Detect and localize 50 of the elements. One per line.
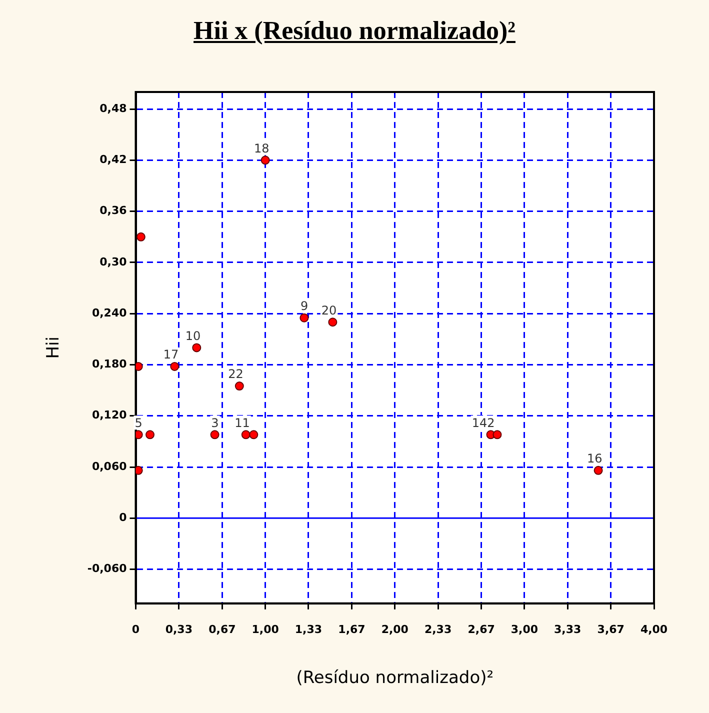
- y-tick-label: 0,42: [100, 153, 127, 166]
- point: [234, 382, 244, 391]
- y-tick-label: 0,120: [92, 408, 128, 422]
- point: [249, 430, 258, 440]
- point: [241, 430, 250, 440]
- annotation: 5: [134, 416, 142, 430]
- annotation: 22: [228, 367, 244, 382]
- x-axis-title: (Resíduo normalizado)²: [296, 668, 494, 688]
- x-tick-label: 2,33: [424, 622, 452, 636]
- y-tick-label: 0,060: [92, 460, 128, 473]
- y-tick-label: -0,060: [87, 562, 128, 576]
- x-tick-label: 1,67: [338, 622, 366, 636]
- x-tick-label: 4,00: [640, 622, 668, 636]
- annotation: 3: [211, 416, 219, 430]
- annotation: 11: [234, 416, 250, 430]
- point: [136, 232, 146, 242]
- point: [492, 430, 502, 440]
- point: [170, 362, 180, 371]
- annotation: 10: [185, 328, 201, 343]
- x-tick-label: 0,67: [208, 622, 236, 636]
- y-tick-label: 0,240: [92, 306, 128, 320]
- x-tick-label: 3,33: [554, 622, 582, 636]
- y-axis-title: Hii: [44, 336, 64, 359]
- x-tick-label: 0: [132, 622, 140, 636]
- annotation: 18: [254, 141, 270, 156]
- x-tick-label: 1,00: [252, 622, 280, 636]
- point: [146, 430, 155, 440]
- x-tick-label: 2,67: [468, 622, 495, 636]
- y-tick-label: 0,30: [100, 255, 128, 268]
- x-tick-label: 3,00: [510, 622, 538, 636]
- chart-title: Hii x (Resíduo normalizado)²: [192, 16, 516, 46]
- x-tick-label: 0,33: [165, 622, 192, 636]
- y-tick-label: 0,36: [100, 204, 128, 218]
- point: [328, 318, 338, 327]
- annotation: 16: [587, 452, 602, 466]
- annotation: 17: [163, 348, 179, 362]
- annotation: 20: [321, 303, 337, 318]
- annotation: 142: [472, 416, 495, 430]
- point: [300, 313, 309, 322]
- point: [594, 466, 603, 475]
- y-tick-label: 0,48: [100, 102, 127, 115]
- x-tick-label: 1,33: [294, 622, 322, 636]
- y-tick-label: 0: [119, 511, 128, 524]
- x-tick-label: 2,00: [381, 622, 409, 636]
- annotation: 9: [300, 298, 308, 313]
- y-tick-label: 0,180: [92, 358, 128, 371]
- point: [192, 343, 202, 352]
- x-tick-label: 3,67: [597, 622, 624, 636]
- point: [210, 430, 220, 440]
- point: [260, 156, 270, 165]
